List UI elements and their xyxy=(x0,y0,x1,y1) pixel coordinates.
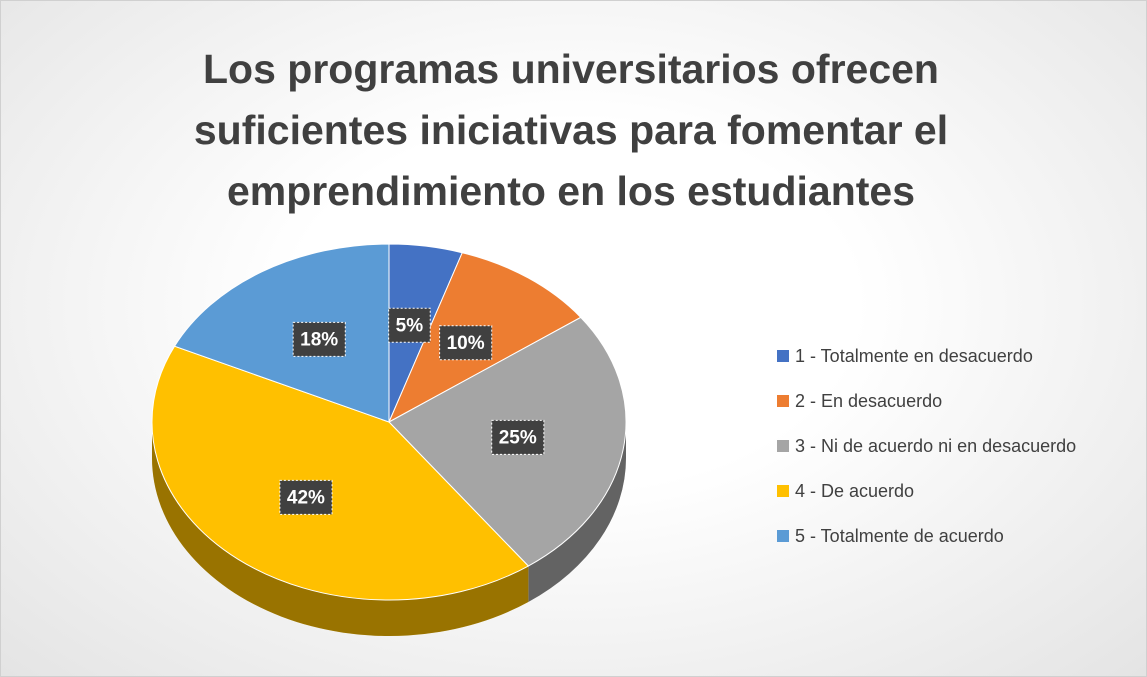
legend-swatch xyxy=(777,485,789,497)
data-label-text: 10% xyxy=(447,333,485,354)
legend-label: 1 - Totalmente en desacuerdo xyxy=(795,346,1033,366)
data-label: 18% xyxy=(292,321,346,357)
data-label: 10% xyxy=(439,325,493,361)
slice-side xyxy=(152,422,529,636)
legend-swatch xyxy=(777,395,789,407)
legend-swatch xyxy=(777,440,789,452)
data-label-box xyxy=(439,325,493,361)
data-label-box xyxy=(279,479,333,515)
slice-side-shade xyxy=(528,422,626,603)
data-label-box xyxy=(388,307,431,343)
slice-side xyxy=(528,422,626,603)
slice-side-shade xyxy=(152,422,529,636)
slice xyxy=(173,243,390,423)
legend-swatch xyxy=(777,530,789,542)
slice xyxy=(151,345,530,601)
legend-swatch xyxy=(777,350,789,362)
data-label-text: 42% xyxy=(287,487,325,508)
legend-label: 5 - Totalmente de acuerdo xyxy=(795,526,1004,546)
data-label: 5% xyxy=(388,307,431,343)
data-label-box xyxy=(292,321,346,357)
data-label: 25% xyxy=(491,419,545,455)
chart-title: Los programas universitarios ofrecen suf… xyxy=(193,46,949,214)
legend-label: 4 - De acuerdo xyxy=(795,481,914,501)
legend-label: 3 - Ni de acuerdo ni en desacuerdo xyxy=(795,436,1076,456)
legend-label: 2 - En desacuerdo xyxy=(795,391,942,411)
data-label: 42% xyxy=(279,479,333,515)
data-label-text: 5% xyxy=(396,315,424,336)
data-label-text: 25% xyxy=(499,427,537,448)
data-label-text: 18% xyxy=(300,329,338,350)
data-label-box xyxy=(491,419,545,455)
